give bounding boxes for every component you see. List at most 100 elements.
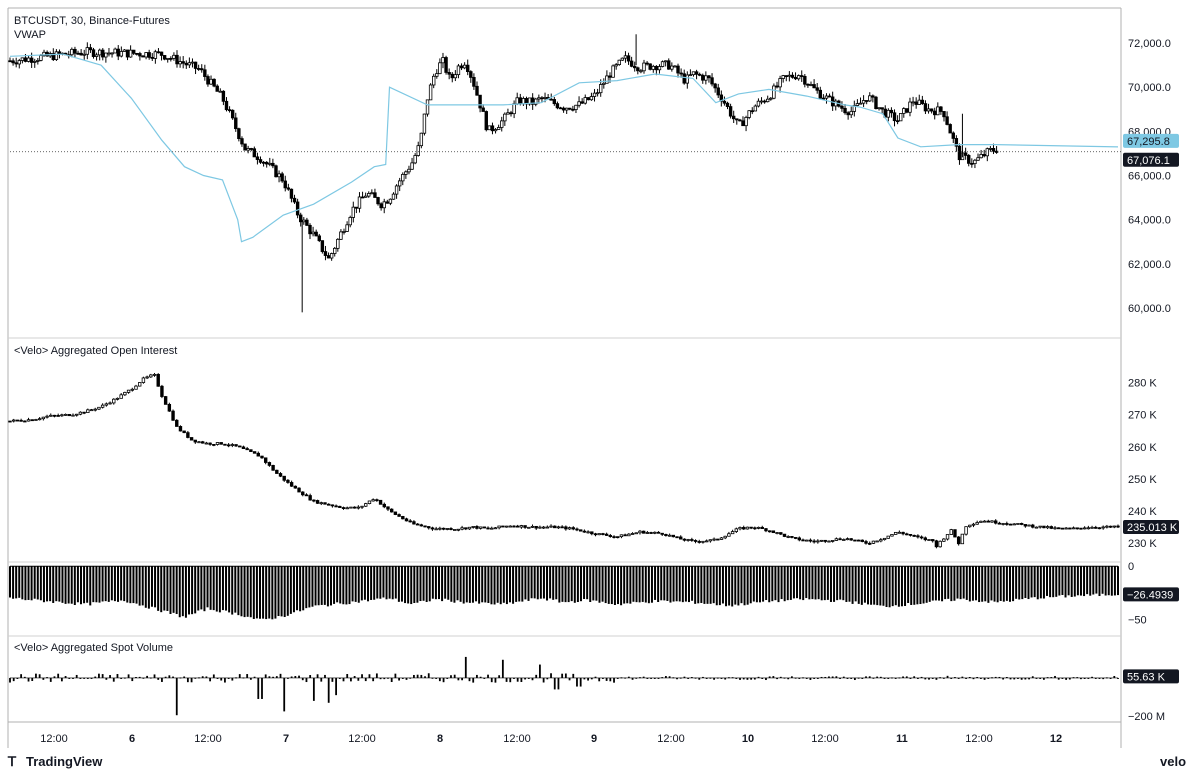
spot-volume-bar bbox=[1080, 677, 1082, 680]
spot-volume-bar bbox=[79, 677, 82, 679]
spot-volume-bar bbox=[1002, 677, 1005, 680]
oscillator-bar bbox=[888, 566, 891, 608]
price-candle bbox=[599, 79, 603, 97]
oi-candle bbox=[927, 539, 931, 541]
oscillator-bar bbox=[83, 566, 86, 604]
oscillator-bar bbox=[345, 566, 348, 605]
price-candle bbox=[422, 113, 427, 136]
oi-candle bbox=[971, 522, 976, 528]
oscillator-bar bbox=[635, 566, 638, 603]
oscillator-bar bbox=[438, 566, 441, 600]
price-candle bbox=[122, 49, 127, 52]
oi-candle bbox=[601, 532, 605, 536]
price-candle bbox=[8, 57, 12, 63]
oscillator-bar bbox=[391, 566, 394, 600]
oi-candle bbox=[938, 540, 942, 548]
price-tick-label: 62,000.0 bbox=[1128, 259, 1171, 271]
price-candle bbox=[397, 177, 402, 192]
oi-candle bbox=[1001, 522, 1005, 526]
oscillator-bar bbox=[947, 566, 950, 599]
spot-volume-bar bbox=[564, 673, 567, 678]
oscillator-bar bbox=[419, 566, 422, 602]
oscillator-bar bbox=[1058, 566, 1061, 596]
spot-volume-bar bbox=[665, 676, 667, 678]
oscillator-bar bbox=[752, 566, 755, 602]
oi-candle bbox=[345, 506, 349, 510]
price-candle bbox=[326, 252, 331, 259]
price-candle bbox=[902, 107, 906, 118]
oscillator-bar bbox=[61, 566, 64, 603]
tradingview-icon: ꓔ bbox=[7, 754, 17, 769]
price-candle bbox=[150, 53, 154, 62]
oi-candle bbox=[612, 535, 616, 539]
spot-volume-bar bbox=[790, 676, 793, 678]
price-candle bbox=[450, 72, 454, 83]
oscillator-bar bbox=[1079, 566, 1082, 596]
oi-candle bbox=[534, 525, 538, 530]
oi-candle bbox=[1053, 526, 1057, 530]
oi-candle bbox=[953, 529, 957, 538]
price-candle bbox=[617, 59, 621, 66]
price-candle bbox=[589, 92, 594, 101]
oi-candle bbox=[775, 532, 779, 535]
oi-candle bbox=[108, 401, 112, 405]
price-candle bbox=[394, 184, 399, 199]
oscillator-bar bbox=[1095, 566, 1098, 594]
price-candle bbox=[926, 103, 931, 114]
oi-candle bbox=[19, 418, 23, 422]
price-candle bbox=[376, 196, 380, 206]
price-candle bbox=[552, 96, 557, 106]
price-candle bbox=[153, 49, 158, 64]
spot-volume-bar bbox=[246, 674, 249, 678]
spot-volume-bar bbox=[765, 677, 767, 681]
oi-candle bbox=[893, 531, 898, 535]
spot-volume-bar bbox=[972, 677, 975, 680]
spot-volume-bar bbox=[320, 677, 323, 682]
oi-candle bbox=[760, 525, 764, 530]
oscillator-bar bbox=[274, 566, 277, 619]
price-candle bbox=[530, 93, 535, 110]
oi-candle bbox=[912, 534, 916, 537]
oscillator-bar bbox=[833, 566, 836, 602]
price-candle bbox=[806, 83, 810, 88]
spot-volume-bar bbox=[20, 674, 23, 678]
price-candle bbox=[895, 115, 900, 125]
spot-volume-bar bbox=[101, 674, 104, 678]
price-candle bbox=[861, 95, 866, 107]
oscillator-bar bbox=[1089, 566, 1092, 596]
price-candle bbox=[97, 48, 102, 61]
oi-candle bbox=[1034, 526, 1039, 529]
oi-candle bbox=[1082, 526, 1087, 530]
oi-candle bbox=[779, 532, 783, 536]
spot-volume-bar bbox=[209, 677, 212, 682]
price-candle bbox=[973, 158, 977, 169]
price-candle bbox=[230, 109, 235, 120]
spot-volume-bar bbox=[824, 676, 827, 678]
oi-candle bbox=[686, 538, 690, 542]
price-candle bbox=[299, 212, 303, 227]
oscillator-bar bbox=[607, 566, 610, 604]
spot-volume-bar bbox=[568, 677, 571, 681]
oscillator-bar bbox=[885, 566, 888, 607]
oscillator-bar bbox=[33, 566, 36, 599]
oi-candle bbox=[560, 525, 564, 529]
spot-volume-bar bbox=[627, 676, 630, 678]
spot-volume-bar bbox=[598, 677, 601, 682]
spot-volume-bar bbox=[9, 677, 11, 683]
spot-volume-bar bbox=[998, 676, 1001, 678]
oscillator-bar bbox=[1107, 566, 1110, 596]
price-candle bbox=[292, 194, 297, 204]
oscillator-bar bbox=[913, 566, 916, 605]
oscillator-bar bbox=[573, 566, 576, 603]
oscillator-bar bbox=[644, 566, 647, 603]
oi-candle bbox=[723, 535, 727, 540]
spot-volume-bar bbox=[1113, 675, 1116, 678]
oscillator-bar bbox=[796, 566, 799, 599]
oi-candle bbox=[449, 527, 453, 531]
price-candle bbox=[778, 75, 782, 93]
oscillator-bar bbox=[280, 566, 283, 617]
value-tags-layer: 67,295.8 67,076.1 235.013 K −26.4939 55.63 K bbox=[1123, 133, 1179, 684]
spot-volume-pane-title: <Velo> Aggregated Spot Volume bbox=[14, 642, 173, 654]
spot-volume-bar bbox=[305, 677, 308, 683]
price-candle bbox=[648, 63, 652, 71]
